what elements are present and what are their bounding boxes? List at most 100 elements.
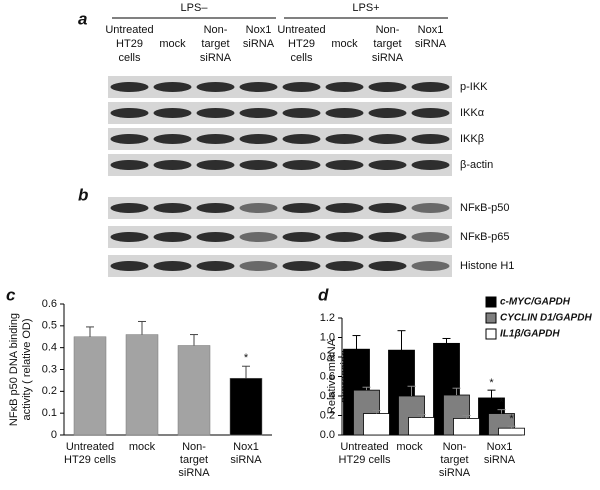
blot-band bbox=[110, 82, 149, 92]
x-tick-label: Nox1 bbox=[487, 441, 513, 453]
bar bbox=[498, 427, 525, 436]
legend-swatch bbox=[485, 328, 497, 340]
blot-band bbox=[411, 82, 450, 92]
blot-band bbox=[153, 108, 192, 118]
blot-band bbox=[196, 261, 235, 271]
blot-band bbox=[239, 203, 278, 213]
x-tick-label: mock bbox=[129, 441, 156, 453]
blot-band bbox=[282, 203, 321, 213]
bar bbox=[125, 334, 159, 436]
x-tick-label: Nox1 bbox=[233, 441, 259, 453]
blot-band bbox=[325, 203, 364, 213]
blot-band bbox=[153, 203, 192, 213]
blot-band bbox=[325, 108, 364, 118]
blot-label: p-IKK bbox=[460, 81, 488, 93]
blot-band bbox=[368, 134, 407, 144]
y-tick-label: 0.5 bbox=[42, 320, 57, 332]
blot-band bbox=[411, 203, 450, 213]
blot-band bbox=[325, 232, 364, 242]
blot-strip bbox=[108, 197, 452, 219]
bar bbox=[408, 417, 435, 436]
blot-band bbox=[239, 160, 278, 170]
bar bbox=[453, 418, 480, 436]
lane-label: HT29 bbox=[288, 38, 315, 50]
blot-strip bbox=[108, 154, 452, 176]
blot-band bbox=[282, 108, 321, 118]
lane-label: target bbox=[373, 38, 401, 50]
blot-band bbox=[325, 82, 364, 92]
blot-band bbox=[411, 261, 450, 271]
lane-label: siRNA bbox=[372, 52, 404, 64]
legend-swatch bbox=[485, 312, 497, 324]
x-tick-label: target bbox=[180, 454, 208, 466]
lane-label: mock bbox=[331, 38, 358, 50]
blot-band bbox=[282, 134, 321, 144]
blot-band bbox=[153, 134, 192, 144]
x-tick-label: siRNA bbox=[178, 467, 210, 479]
blot-band bbox=[110, 232, 149, 242]
bar bbox=[177, 345, 211, 436]
blot-band bbox=[368, 232, 407, 242]
y-tick-label: 0.4 bbox=[320, 390, 335, 402]
blot-band bbox=[153, 160, 192, 170]
lane-label: Untreated bbox=[105, 24, 153, 36]
blot-strip bbox=[108, 128, 452, 150]
panel-label: c bbox=[6, 285, 16, 304]
blot-band bbox=[196, 232, 235, 242]
panel-label: a bbox=[78, 9, 87, 28]
y-tick-label: 0.3 bbox=[42, 363, 57, 375]
x-tick-label: mock bbox=[396, 441, 423, 453]
x-tick-label: Non- bbox=[182, 441, 206, 453]
blot-band bbox=[153, 261, 192, 271]
bar bbox=[73, 336, 107, 436]
blot-band bbox=[282, 82, 321, 92]
condition-label: LPS– bbox=[181, 2, 209, 14]
blot-band bbox=[153, 82, 192, 92]
y-tick-label: 0 bbox=[51, 429, 57, 441]
blot-band bbox=[325, 261, 364, 271]
blot-band bbox=[239, 82, 278, 92]
x-tick-label: HT29 cells bbox=[339, 454, 391, 466]
y-tick-label: 0.2 bbox=[42, 385, 57, 397]
y-axis-label: activity ( relative OD) bbox=[21, 318, 33, 420]
blot-band bbox=[110, 108, 149, 118]
lane-label: Untreated bbox=[277, 24, 325, 36]
x-tick-label: siRNA bbox=[484, 454, 516, 466]
blot-band bbox=[282, 232, 321, 242]
blot-band bbox=[411, 232, 450, 242]
blot-band bbox=[239, 232, 278, 242]
blot-band bbox=[196, 82, 235, 92]
blot-band bbox=[239, 134, 278, 144]
lane-label: Nox1 bbox=[246, 24, 272, 36]
x-tick-label: Non- bbox=[443, 441, 467, 453]
y-tick-label: 1.2 bbox=[320, 312, 335, 324]
blot-band bbox=[368, 108, 407, 118]
legend-label: IL1β/GAPDH bbox=[500, 329, 560, 340]
significance: * bbox=[509, 413, 514, 425]
x-tick-label: siRNA bbox=[439, 467, 471, 479]
blot-band bbox=[153, 232, 192, 242]
blot-band bbox=[196, 160, 235, 170]
blot-band bbox=[110, 261, 149, 271]
blot-band bbox=[411, 108, 450, 118]
legend-label: CYCLIN D1/GAPDH bbox=[500, 313, 592, 324]
blot-band bbox=[368, 261, 407, 271]
blot-band bbox=[282, 160, 321, 170]
lane-label: siRNA bbox=[200, 52, 232, 64]
blot-band bbox=[368, 160, 407, 170]
y-tick-label: 0.0 bbox=[320, 429, 335, 441]
lane-label: Nox1 bbox=[418, 24, 444, 36]
lane-label: siRNA bbox=[415, 38, 447, 50]
blot-label: IKKα bbox=[460, 107, 485, 119]
blot-label: IKKβ bbox=[460, 133, 484, 145]
x-tick-label: Untreated bbox=[340, 441, 388, 453]
x-tick-label: Untreated bbox=[66, 441, 114, 453]
legend-label: c-MYC/GAPDH bbox=[500, 297, 571, 308]
significance: * bbox=[499, 397, 504, 409]
blot-band bbox=[325, 134, 364, 144]
blot-band bbox=[411, 134, 450, 144]
panel-label: b bbox=[78, 185, 88, 204]
blot-strip bbox=[108, 255, 452, 277]
panel-label: d bbox=[318, 285, 329, 304]
blot-strip bbox=[108, 102, 452, 124]
